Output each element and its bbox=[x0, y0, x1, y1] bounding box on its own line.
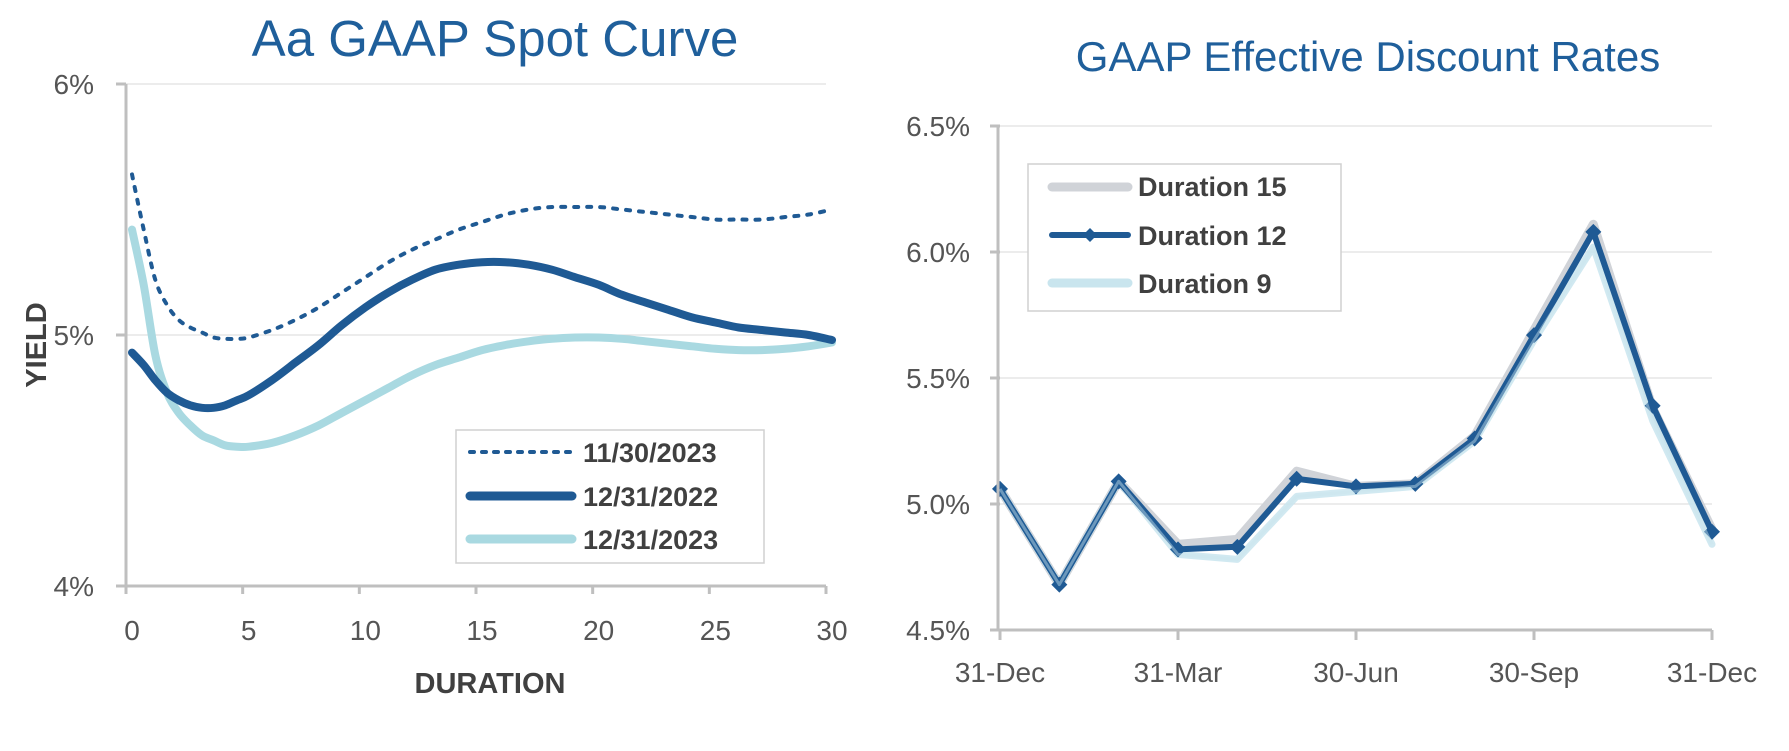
discount-rates-legend: Duration 15 Duration 12 Duration 9 bbox=[1027, 163, 1342, 312]
discount-rates-x-tick-label: 30-Jun bbox=[1313, 657, 1399, 688]
discount-rates-y-tick-label: 5.0% bbox=[906, 489, 970, 520]
spot-curve-y-tick-label: 6% bbox=[54, 69, 94, 100]
legend-label-duration-12: Duration 12 bbox=[1138, 221, 1287, 251]
data-point-duration-12 bbox=[992, 480, 1008, 497]
discount-rates-x-tick-label: 31-Mar bbox=[1134, 657, 1223, 688]
discount-rates-x-tick-label: 30-Sep bbox=[1489, 657, 1579, 688]
spot-curve-x-tick-label: 5 bbox=[241, 615, 257, 646]
legend-label-duration-9: Duration 9 bbox=[1138, 269, 1272, 299]
legend-label-duration-15: Duration 15 bbox=[1138, 172, 1287, 202]
spot-curve-x-tick-label: 15 bbox=[466, 615, 497, 646]
spot-curve-y-tick-label: 5% bbox=[54, 320, 94, 351]
series-line-11-30-2023 bbox=[130, 172, 834, 341]
series-line-12-31-2023 bbox=[128, 225, 836, 452]
discount-rates-y-tick-label: 6.0% bbox=[906, 237, 970, 268]
spot-curve-y-axis-label: YIELD bbox=[21, 302, 53, 387]
spot-curve-gridlines bbox=[126, 83, 826, 336]
data-point-duration-12 bbox=[1407, 475, 1424, 492]
data-point-duration-12 bbox=[1348, 478, 1364, 495]
legend-label-12-31-2023: 12/31/2023 bbox=[583, 525, 718, 555]
data-point-duration-12 bbox=[1526, 327, 1542, 344]
data-point-duration-12 bbox=[1466, 430, 1483, 447]
spot-curve-x-tick-label: 20 bbox=[583, 615, 614, 646]
discount-rates-y-tick-label: 4.5% bbox=[906, 615, 970, 646]
spot-curve-legend: 11/30/2023 12/31/2022 12/31/2023 bbox=[455, 429, 765, 564]
data-point-duration-12 bbox=[1288, 470, 1305, 487]
spot-curve-x-axis-label: DURATION bbox=[415, 668, 566, 700]
discount-rates-y-tick-label: 6.5% bbox=[906, 111, 970, 142]
data-point-duration-12 bbox=[1585, 223, 1602, 240]
data-point-duration-12 bbox=[1229, 538, 1246, 555]
discount-rates-title: GAAP Effective Discount Rates bbox=[1076, 33, 1660, 80]
data-point-duration-12 bbox=[1110, 473, 1127, 490]
data-point-duration-12 bbox=[1644, 397, 1661, 414]
data-point-duration-12 bbox=[1704, 523, 1720, 540]
data-point-duration-12 bbox=[1051, 576, 1068, 593]
discount-rates-x-tick-label: 31-Dec bbox=[955, 657, 1045, 688]
series-line-12-31-2022 bbox=[128, 257, 836, 413]
spot-curve-y-tick-label: 4% bbox=[54, 571, 94, 602]
series-line-duration-9-overlay bbox=[998, 245, 1714, 587]
spot-curve-x-tick-label: 10 bbox=[350, 615, 381, 646]
spot-curve-x-tick-label: 0 bbox=[124, 615, 140, 646]
spot-curve-ticks: 4% 5% 6% 0 5 10 15 20 25 30 bbox=[54, 69, 848, 646]
discount-rates-series bbox=[992, 219, 1720, 593]
legend-label-11-30-2023: 11/30/2023 bbox=[583, 438, 717, 468]
spot-curve-series bbox=[128, 172, 836, 452]
spot-curve-x-tick-label: 30 bbox=[816, 615, 847, 646]
discount-rates-chart: GAAP Effective Discount Rates 4.5% 5.0% 5.… bbox=[906, 33, 1757, 688]
data-point-duration-12 bbox=[1170, 541, 1186, 558]
spot-curve-x-tick-label: 25 bbox=[700, 615, 731, 646]
spot-curve-chart: Aa GAAP Spot Curve 4% 5% 6% 0 5 10 15 20 25 30 DU… bbox=[21, 10, 848, 700]
spot-curve-title: Aa GAAP Spot Curve bbox=[252, 10, 739, 67]
legend-marker-duration-12 bbox=[1083, 228, 1097, 242]
legend-label-12-31-2022: 12/31/2022 bbox=[583, 482, 718, 512]
discount-rates-x-tick-label: 31-Dec bbox=[1667, 657, 1757, 688]
discount-rates-ticks: 4.5% 5.0% 5.5% 6.0% 6.5% 31-Dec 31-Mar 30-Jun 30… bbox=[906, 111, 1757, 688]
discount-rates-y-tick-label: 5.5% bbox=[906, 363, 970, 394]
